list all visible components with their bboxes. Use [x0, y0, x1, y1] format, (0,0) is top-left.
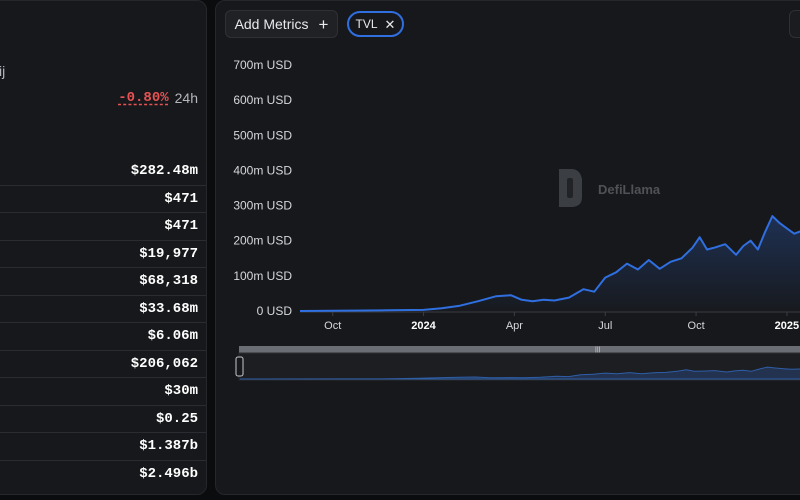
- y-tick-label: 400m USD: [233, 163, 292, 177]
- y-tick-label: 300m USD: [233, 199, 292, 213]
- llama-logo-detail: [567, 178, 573, 198]
- metric-row: $6.06m: [0, 323, 206, 351]
- range-slider-bar[interactable]: [239, 346, 800, 353]
- metric-value: $1.387b: [139, 438, 198, 455]
- tvl-change-period: 24h: [174, 90, 198, 106]
- metric-value: $0.25: [155, 410, 198, 427]
- metric-row: $1.387b: [0, 433, 206, 461]
- metric-row: $0.25: [0, 406, 206, 433]
- y-tick-label: 100m USD: [233, 269, 292, 283]
- metric-row: $19,977: [0, 241, 206, 268]
- metric-value: $282.48m: [130, 163, 198, 180]
- y-axis: 700m USD 600m USD 500m USD 400m USD 300m USD…: [233, 58, 292, 318]
- tvl-chart: 700m USD 600m USD 500m USD 400m USD 300m USD…: [233, 58, 800, 381]
- add-metrics-button[interactable]: Add Metrics +: [225, 10, 338, 38]
- x-tick-label: 2025: [775, 320, 799, 332]
- x-tick-label: Jul: [598, 320, 612, 332]
- tvl-change-value[interactable]: -0.80%: [118, 90, 169, 106]
- tvl-line: [299, 215, 800, 312]
- close-icon[interactable]: ✕: [384, 16, 396, 32]
- metric-value: $33.68m: [139, 300, 198, 317]
- slider-grip-icon[interactable]: |||: [595, 347, 601, 354]
- metric-row: $2.496b: [0, 461, 206, 489]
- metric-row: $282.48m: [0, 158, 206, 186]
- x-tick-label: Apr: [506, 320, 523, 332]
- metric-row: $206,062: [0, 351, 206, 378]
- plus-icon: +: [318, 14, 329, 34]
- watermark-text: DefiLlama: [598, 182, 661, 197]
- range-slider-preview: [239, 366, 800, 380]
- chart-panel: Add Metrics + TVL ✕ 700m USD 600m USD 500m…: [215, 0, 800, 495]
- tvl-change-row: -0.80% 24h: [118, 90, 198, 106]
- metric-value: $206,062: [130, 355, 198, 372]
- y-tick-label: 500m USD: [233, 128, 292, 142]
- x-axis: Oct 2024 Apr Jul Oct 2025: [300, 311, 800, 332]
- metric-row: $30m: [0, 378, 206, 406]
- y-tick-label: 700m USD: [233, 58, 292, 72]
- chart-options-button[interactable]: [789, 10, 800, 38]
- x-tick-label: Oct: [324, 320, 341, 332]
- range-slider-left-handle[interactable]: [235, 356, 244, 377]
- metric-value: $471: [164, 218, 198, 235]
- metric-value: $471: [164, 190, 198, 207]
- range-slider[interactable]: |||: [235, 346, 800, 381]
- tvl-metric-chip[interactable]: TVL ✕: [347, 11, 404, 37]
- tvl-area: [300, 216, 800, 311]
- metric-value: $6.06m: [147, 328, 198, 345]
- y-tick-label: 200m USD: [233, 234, 292, 248]
- x-tick-label: Oct: [688, 320, 705, 332]
- y-tick-label: 0 USD: [257, 304, 293, 318]
- metric-row: $471: [0, 213, 206, 241]
- protocol-subtitle: ij: [0, 63, 6, 79]
- metric-value: $30m: [164, 383, 198, 400]
- tvl-chip-label: TVL: [355, 17, 378, 31]
- metric-value: $19,977: [139, 245, 198, 262]
- x-tick-label: 2024: [411, 320, 436, 332]
- y-tick-label: 600m USD: [233, 93, 292, 107]
- metric-value: $2.496b: [139, 466, 198, 483]
- add-metrics-label: Add Metrics: [234, 16, 309, 32]
- metric-row: $68,318: [0, 268, 206, 296]
- metric-row: $471: [0, 186, 206, 213]
- metric-list: $282.48m $471 $471 $19,977 $68,318 $33.6…: [0, 158, 206, 488]
- metric-value: $68,318: [139, 273, 198, 290]
- metric-row: $33.68m: [0, 296, 206, 323]
- defillama-watermark: DefiLlama: [559, 169, 661, 207]
- protocol-stats-panel: ij -0.80% 24h $282.48m $471 $471 $19,977…: [0, 0, 207, 495]
